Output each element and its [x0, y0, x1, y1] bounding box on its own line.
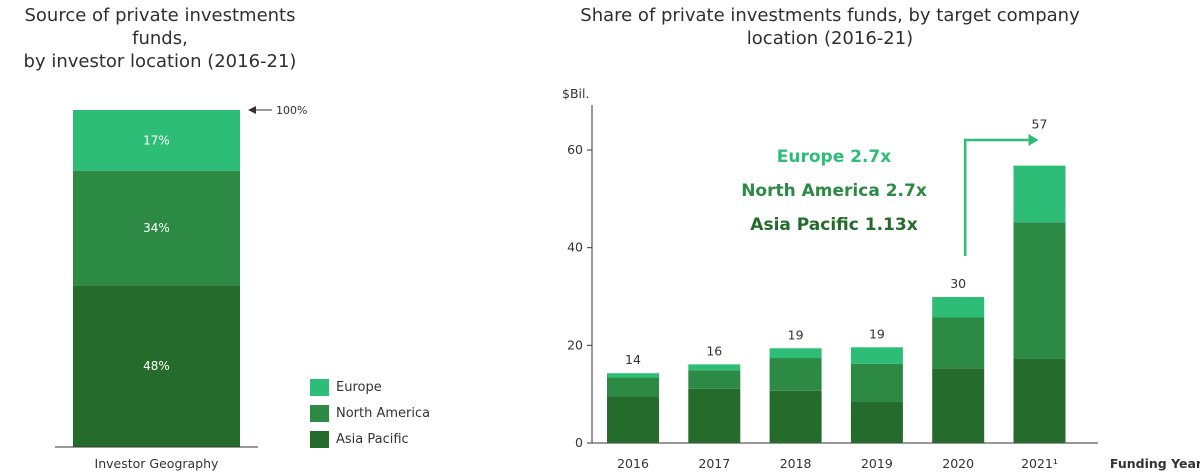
bar-europe-2019	[850, 347, 903, 364]
bar-total-label: 19	[869, 326, 885, 341]
bar-north-america-2019	[850, 363, 903, 402]
bar-asia-pacific-2020	[932, 368, 985, 443]
left-chart-canvas: 48% 34% 17% Investor Geography 100%	[55, 104, 307, 471]
x-tick-label: 2018	[780, 456, 812, 471]
right-chart-canvas: $Bil. 0 20 40 60 Funding Year 14 2016 16 2017 19 20…	[562, 86, 1200, 471]
x-tick-label: 2019	[861, 456, 893, 471]
bar-europe-2016	[607, 373, 659, 378]
legend-swatch-asia-pacific	[310, 430, 329, 448]
bar-total-label: 57	[1032, 117, 1048, 132]
bar-north-america-2018	[769, 358, 822, 391]
legend-swatch-europe	[310, 378, 329, 396]
y-tick-label-40: 40	[567, 240, 583, 255]
growth-arrow-head	[1028, 134, 1039, 146]
bar-label-north-america: 34%	[143, 221, 170, 235]
bar-europe-2020	[932, 296, 985, 318]
bar-asia-pacific-2018	[769, 390, 822, 443]
left-chart-title: Source of private investments funds, by …	[23, 5, 297, 72]
x-axis-label: Funding Year	[1110, 456, 1200, 471]
bar-total-label: 14	[625, 352, 641, 367]
bar-segment-europe	[73, 110, 240, 171]
x-tick-label: 2017	[698, 456, 730, 471]
x-tick-label: 2021¹	[1021, 456, 1058, 471]
right-chart-panel: Share of private investments funds, by t…	[470, 0, 1200, 473]
growth-annotation-north-america: North America 2.7x	[741, 181, 927, 201]
growth-annotation-asia-pacific: Asia Pacific 1.13x	[750, 215, 917, 235]
bar-total-label: 16	[706, 343, 722, 358]
y-tick-label-0: 0	[575, 435, 583, 450]
total-arrow-head	[248, 106, 256, 114]
left-chart-panel: Source of private investments funds, by …	[0, 0, 470, 473]
legend: Europe North America Asia Pacific	[310, 374, 430, 452]
x-tick-label: 2016	[617, 456, 649, 471]
right-chart-title: Share of private investments funds, by t…	[580, 5, 1080, 49]
legend-label-north-america: North America	[336, 405, 431, 421]
bar-asia-pacific-2019	[850, 401, 903, 443]
bar-asia-pacific-2016	[607, 396, 659, 443]
legend-item-asia-pacific: Asia Pacific	[310, 426, 430, 452]
legend-item-europe: Europe	[310, 374, 430, 400]
legend-label-europe: Europe	[336, 379, 382, 395]
bar-europe-2021	[1013, 165, 1066, 223]
bar-europe-2018	[769, 348, 822, 359]
legend-item-north-america: North America	[310, 400, 430, 426]
growth-arrow	[963, 138, 1030, 256]
category-label: Investor Geography	[95, 456, 219, 471]
bar-north-america-2017	[688, 370, 741, 389]
bar-segment-asia-pacific	[73, 285, 240, 447]
bar-north-america-2016	[607, 377, 659, 397]
bar-asia-pacific-2017	[688, 388, 741, 443]
x-tick-label: 2020	[942, 456, 974, 471]
bar-asia-pacific-2021	[1013, 359, 1066, 443]
y-tick-label-20: 20	[567, 337, 583, 352]
legend-label-asia-pacific: Asia Pacific	[336, 431, 409, 447]
growth-annotation-europe: Europe 2.7x	[777, 147, 892, 167]
y-axis-unit: $Bil.	[562, 86, 589, 101]
bar-label-asia-pacific: 48%	[143, 359, 170, 373]
bar-north-america-2021	[1013, 222, 1066, 360]
legend-swatch-north-america	[310, 404, 329, 422]
bar-label-europe: 17%	[143, 133, 170, 147]
bar-total-label: 19	[788, 327, 804, 342]
y-tick-label-60: 60	[567, 142, 583, 157]
bar-segment-north-america	[73, 170, 240, 286]
bar-north-america-2020	[932, 317, 985, 369]
bar-europe-2017	[688, 364, 741, 371]
total-marker-label: 100%	[276, 104, 307, 117]
bar-total-label: 30	[950, 276, 966, 291]
